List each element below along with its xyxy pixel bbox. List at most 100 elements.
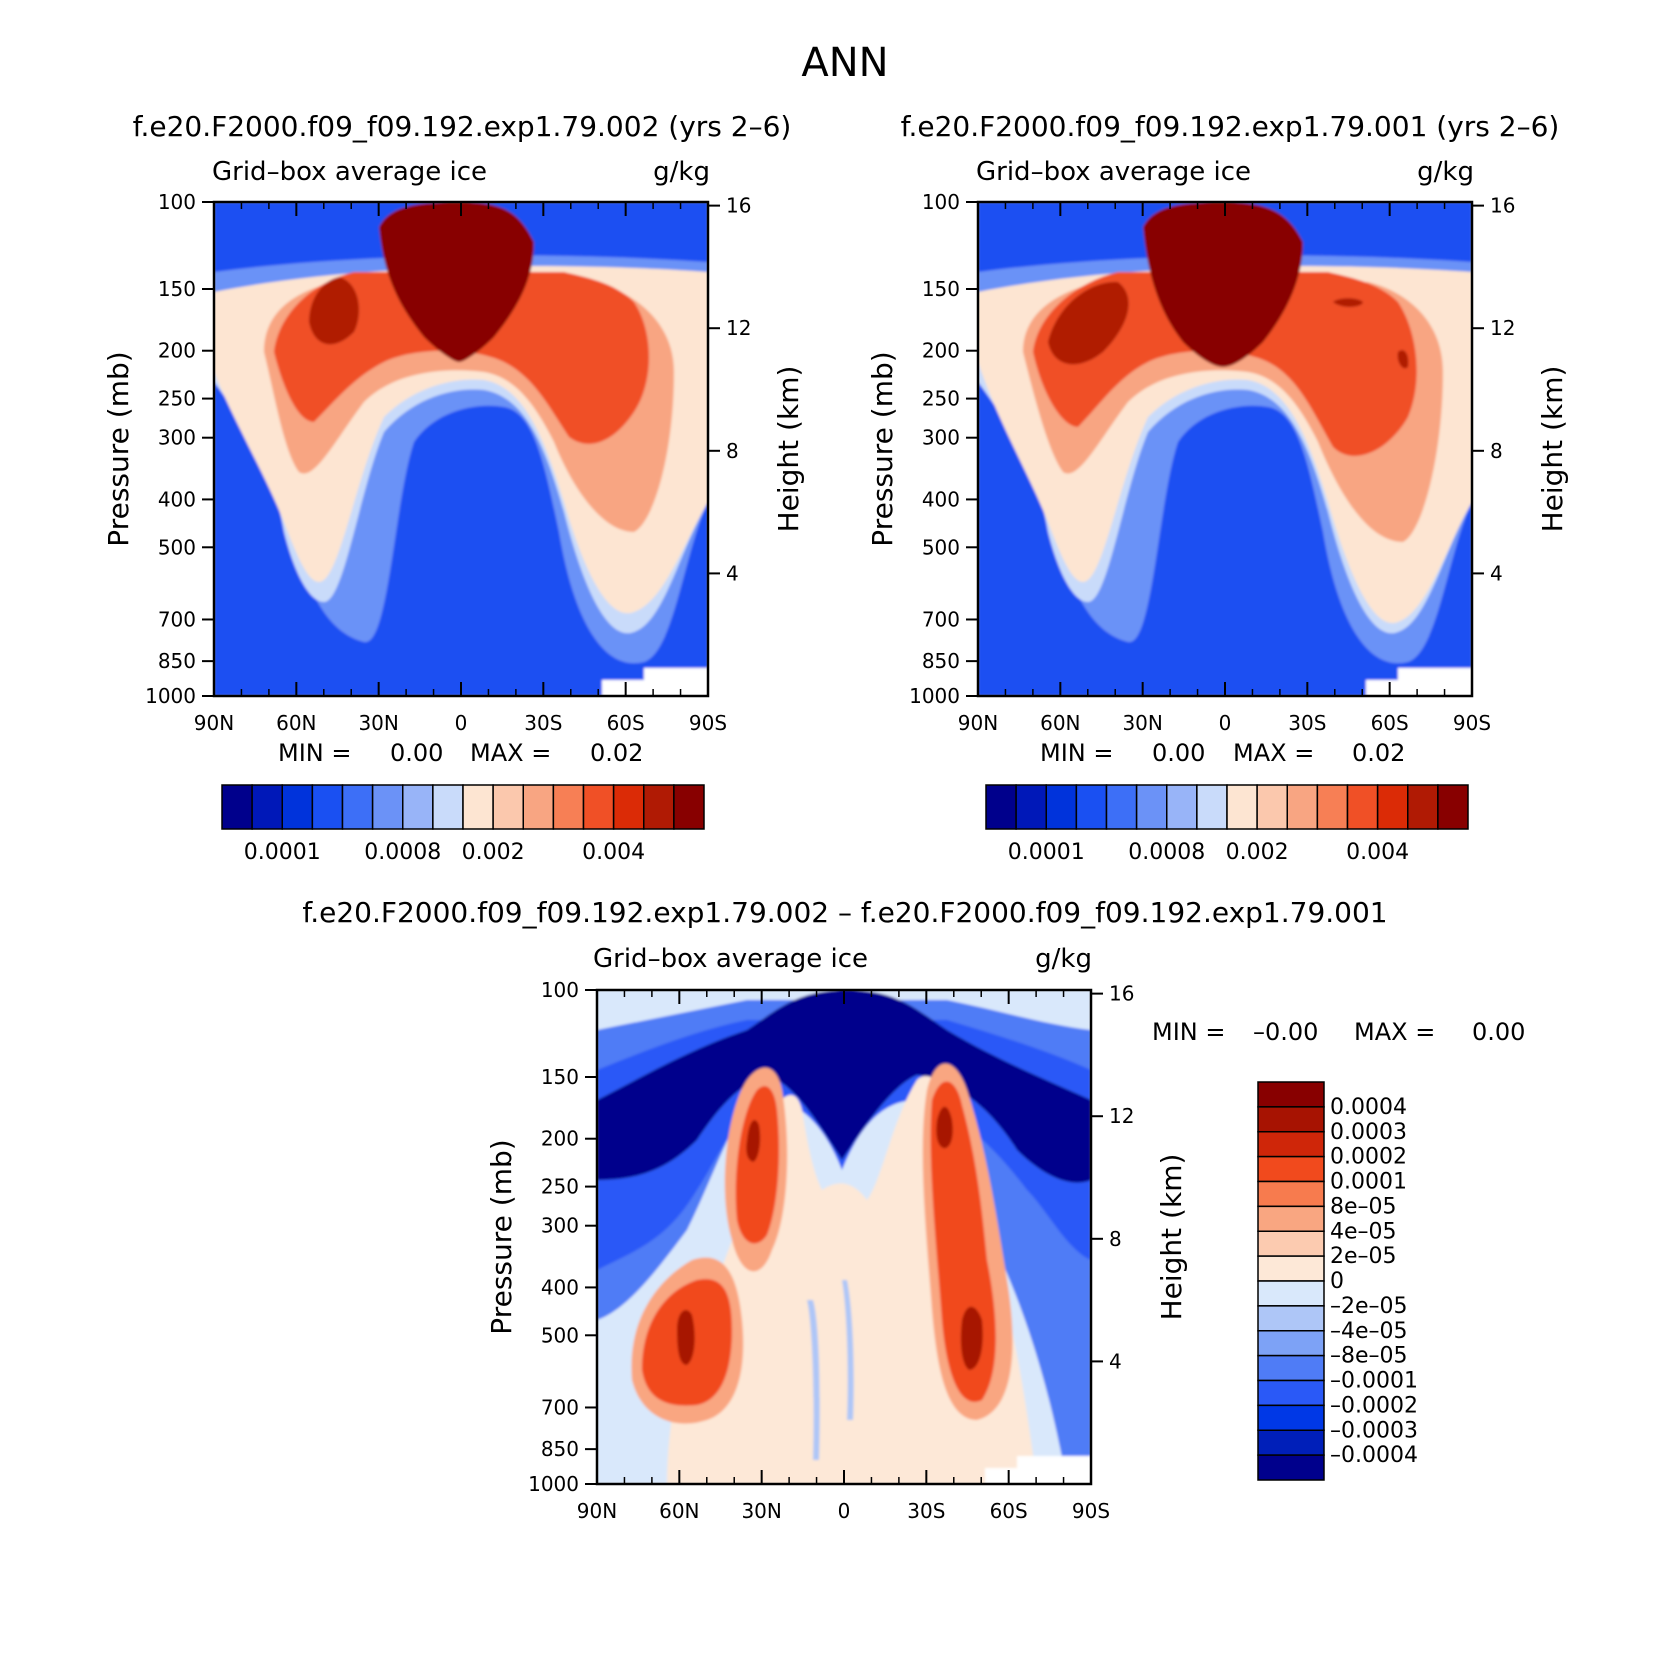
- colorbar-swatch: [1257, 1081, 1325, 1108]
- colorbar-swatch: [643, 784, 675, 830]
- x-tick-label: 30S: [907, 1499, 945, 1523]
- right-minmax: MIN = 0.00 MAX = 0.02: [1040, 739, 1405, 767]
- bottom-units: g/kg: [1035, 944, 1092, 974]
- right-axes: 90N 60N 30N 0 30S 60S 90S 100 150 200 250 300 400 500…: [866, 190, 1569, 735]
- y2-tick-label: 16: [1109, 982, 1134, 1006]
- x-tick-label: 60S: [1371, 711, 1409, 735]
- y-tick-label: 100: [541, 978, 579, 1002]
- bottom-min-label: MIN =: [1152, 1018, 1225, 1046]
- bottom-layer-warm-2: [642, 1081, 996, 1406]
- colorbar-swatch: [341, 784, 374, 830]
- left-units: g/kg: [653, 157, 710, 187]
- colorbar-label: –0.0004: [1330, 1443, 1418, 1468]
- x-tick-label: 0: [455, 711, 468, 735]
- colorbar-label: –2e–05: [1330, 1294, 1408, 1319]
- colorbar-swatch: [221, 784, 253, 830]
- y-tick-label: 300: [922, 426, 960, 450]
- right-max-label: MAX =: [1233, 739, 1314, 767]
- x-tick-label: 30N: [358, 711, 398, 735]
- y-tick-label: 250: [158, 387, 196, 411]
- left-subtitle: Grid–box average ice: [212, 157, 487, 187]
- y2-tick-label: 4: [1109, 1349, 1122, 1373]
- colorbar-swatch: [492, 784, 524, 830]
- right-layer-8: [1143, 202, 1303, 367]
- colorbar-swatch: [1105, 784, 1138, 830]
- y-tick-label: 200: [922, 339, 960, 363]
- x-tick-label: 90S: [1453, 711, 1491, 735]
- y2-tick-label: 12: [726, 316, 751, 340]
- y-tick-label: 150: [541, 1065, 579, 1089]
- colorbar-label: 0.0002: [1330, 1145, 1407, 1170]
- y-tick-label: 500: [541, 1323, 579, 1347]
- colorbar-swatch: [1316, 784, 1349, 830]
- y-tick-label: 400: [158, 487, 196, 511]
- colorbar-swatch: [612, 784, 645, 830]
- bottom-layer-blue-streak: [807, 1280, 854, 1460]
- y-tick-label: 150: [922, 277, 960, 301]
- left-layer-7: [309, 277, 359, 345]
- y-tick-label: 700: [922, 607, 960, 631]
- left-max-value: 0.02: [590, 739, 643, 767]
- right-contour-field: [978, 202, 1472, 696]
- left-colorbar: 0.0001 0.0008 0.002 0.004: [221, 784, 705, 865]
- colorbar-label: –0.0003: [1330, 1418, 1418, 1443]
- right-surface-gap: [1366, 668, 1472, 696]
- colorbar-swatch: [251, 784, 283, 830]
- colorbar-swatch: [1257, 1205, 1325, 1232]
- bottom-surface-gap: [985, 1456, 1091, 1484]
- right-units: g/kg: [1417, 157, 1474, 187]
- x-tick-label: 90N: [577, 1499, 617, 1523]
- colorbar-swatch: [1075, 784, 1108, 830]
- bottom-contour-field: [597, 990, 1091, 1484]
- colorbar-swatch: [1257, 1429, 1325, 1456]
- colorbar-swatch: [1257, 1106, 1325, 1133]
- colorbar-label: 0.002: [462, 840, 525, 865]
- bottom-panel-title: f.e20.F2000.f09_f09.192.exp1.79.002 – f.…: [302, 896, 1387, 929]
- x-tick-label: 60N: [1040, 711, 1080, 735]
- bottom-axes: 90N 60N 30N 0 30S 60S 90S 100 150 200 250 300 400 500…: [485, 978, 1188, 1523]
- colorbar-swatch: [673, 784, 705, 830]
- x-tick-label: 90S: [689, 711, 727, 735]
- left-contour-field: [214, 202, 708, 696]
- colorbar-swatch: [1257, 1131, 1325, 1158]
- colorbar-label: 0.0004: [1330, 1095, 1407, 1120]
- y-tick-label: 500: [922, 535, 960, 559]
- left-panel: f.e20.F2000.f09_f09.192.exp1.79.002 (yrs…: [102, 110, 805, 865]
- colorbar-label: 0.0001: [244, 840, 321, 865]
- x-tick-label: 60N: [276, 711, 316, 735]
- colorbar-swatch: [552, 784, 585, 830]
- y2-tick-label: 8: [1109, 1227, 1122, 1251]
- y-tick-label: 150: [158, 277, 196, 301]
- left-surface-gap: [602, 668, 708, 696]
- colorbar-swatch: [1257, 1454, 1325, 1481]
- left-max-label: MAX =: [470, 739, 551, 767]
- colorbar-label: 0.004: [1346, 840, 1409, 865]
- right-panel: f.e20.F2000.f09_f09.192.exp1.79.001 (yrs…: [866, 110, 1569, 865]
- colorbar-swatch: [1166, 784, 1198, 830]
- colorbar-label: –0.0001: [1330, 1369, 1418, 1394]
- y-tick-label: 1000: [145, 684, 196, 708]
- y2-tick-label: 12: [1109, 1104, 1134, 1128]
- colorbar-swatch: [1226, 784, 1258, 830]
- x-tick-label: 0: [1219, 711, 1232, 735]
- colorbar-swatch: [1257, 1330, 1325, 1357]
- y2-axis-label: Height (km): [772, 366, 805, 533]
- colorbar-swatch: [1257, 1180, 1325, 1208]
- colorbar-label: 0: [1330, 1269, 1344, 1294]
- x-tick-label: 90N: [194, 711, 234, 735]
- colorbar-label: 0.004: [582, 840, 645, 865]
- y-tick-label: 850: [922, 649, 960, 673]
- colorbar-swatch: [1257, 1230, 1325, 1257]
- left-panel-title: f.e20.F2000.f09_f09.192.exp1.79.002 (yrs…: [133, 110, 792, 143]
- left-minmax: MIN = 0.00 MAX = 0.02: [278, 739, 643, 767]
- colorbar-swatch: [1257, 1255, 1325, 1282]
- colorbar-label: –4e–05: [1330, 1319, 1408, 1344]
- right-layer-7: [1048, 281, 1409, 369]
- x-tick-label: 30N: [1122, 711, 1162, 735]
- bottom-layer-blue-3: [597, 990, 1091, 1183]
- y-tick-label: 300: [158, 426, 196, 450]
- colorbar-label: 0.0001: [1008, 840, 1085, 865]
- y2-tick-label: 8: [726, 439, 739, 463]
- y-axis-label: Pressure (mb): [485, 1139, 518, 1334]
